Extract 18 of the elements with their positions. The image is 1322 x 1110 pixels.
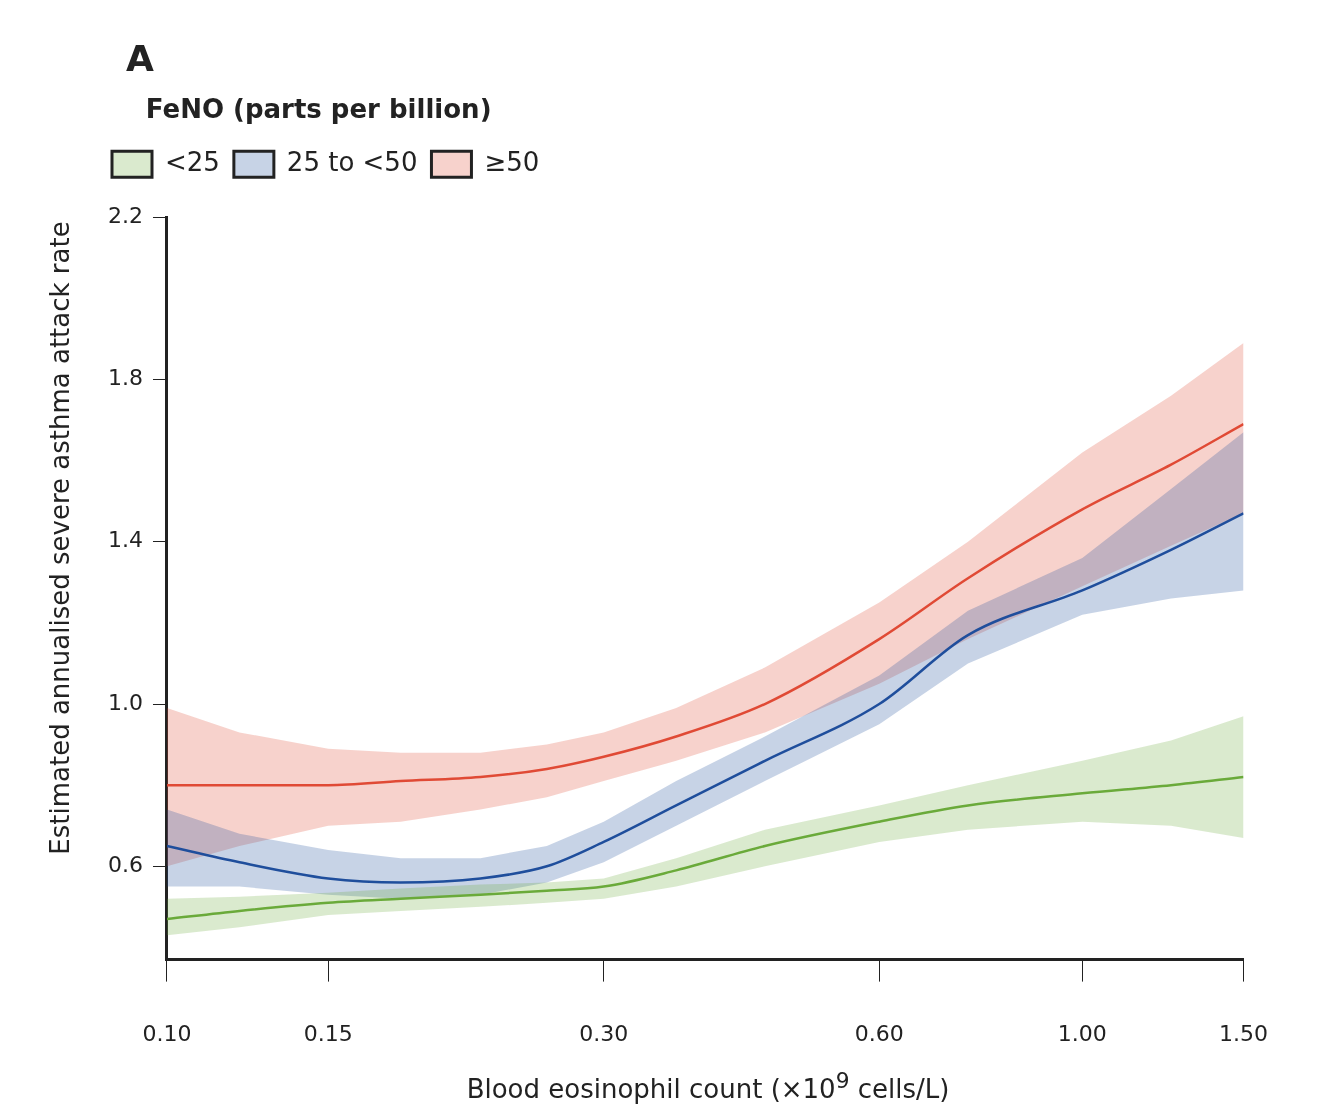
legend-label: <25 — [165, 146, 220, 177]
y-tick-label: 1.0 — [107, 689, 143, 715]
legend-label: 25 to <50 — [286, 146, 418, 177]
y-tick-label: 2.2 — [107, 202, 143, 228]
legend-title: FeNO (parts per billion) — [145, 93, 492, 124]
legend-label: ≥50 — [484, 146, 540, 177]
x-tick-label: 1.00 — [1057, 1020, 1107, 1046]
x-tick-label: 1.50 — [1219, 1020, 1268, 1046]
x-tick-label: 0.15 — [303, 1020, 353, 1046]
chart-title: A — [126, 38, 154, 79]
x-tick-label: 0.30 — [579, 1020, 629, 1046]
x-tick-label: 0.60 — [854, 1020, 904, 1046]
y-tick-label: 0.6 — [107, 852, 143, 878]
y-tick-label: 1.4 — [107, 527, 143, 553]
x-axis-title: Blood eosinophil count (×10$^{9}$ cells/L) — [466, 1068, 950, 1104]
y-tick-label: 1.8 — [107, 365, 143, 391]
y-axis-title: Estimated annualised severe asthma attack rate — [45, 221, 75, 855]
x-tick-label: 0.10 — [142, 1020, 192, 1046]
